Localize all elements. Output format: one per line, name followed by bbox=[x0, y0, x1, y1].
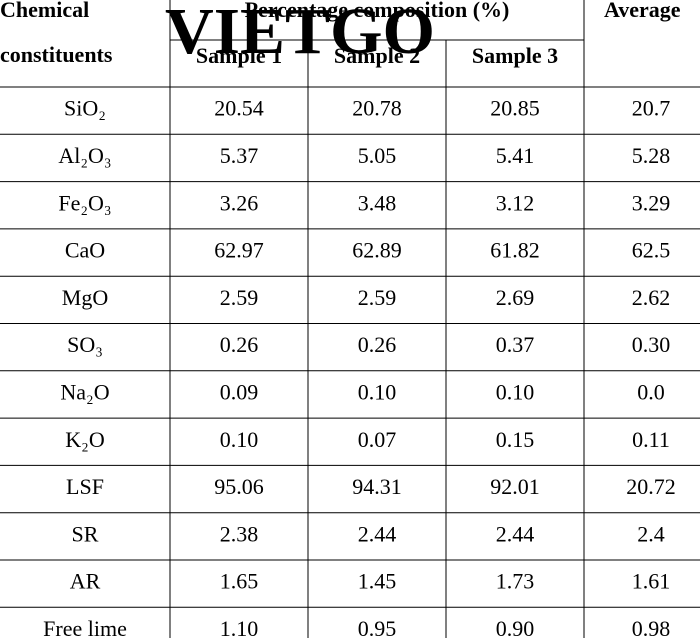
header-constituent: Chemical bbox=[0, 0, 89, 22]
value-cell: 62.89 bbox=[352, 238, 402, 263]
value-cell: 3.29 bbox=[632, 190, 671, 215]
constituent-cell: SR bbox=[72, 521, 99, 546]
value-cell: 0.26 bbox=[220, 332, 259, 357]
constituent-cell: CaO bbox=[65, 238, 105, 263]
value-cell: 20.85 bbox=[490, 96, 540, 121]
value-cell: 1.61 bbox=[632, 569, 671, 594]
value-cell: 2.59 bbox=[220, 285, 259, 310]
value-cell: 2.62 bbox=[632, 285, 671, 310]
value-cell: 92.01 bbox=[490, 474, 540, 499]
constituent-cell: SO₃ bbox=[67, 332, 103, 357]
constituent-cell: AR bbox=[70, 569, 101, 594]
value-cell: 5.41 bbox=[496, 143, 535, 168]
value-cell: 5.37 bbox=[220, 143, 259, 168]
value-cell: 0.11 bbox=[632, 427, 670, 452]
value-cell: 0.10 bbox=[358, 379, 397, 404]
value-cell: 2.44 bbox=[358, 521, 397, 546]
value-cell: 0.07 bbox=[358, 427, 397, 452]
constituent-cell: Fe₂O₃ bbox=[58, 190, 111, 215]
value-cell: 0.26 bbox=[358, 332, 397, 357]
value-cell: 20.7 bbox=[632, 96, 671, 121]
value-cell: 0.37 bbox=[496, 332, 535, 357]
value-cell: 0.90 bbox=[496, 616, 535, 638]
value-cell: 0.95 bbox=[358, 616, 397, 638]
value-cell: 0.10 bbox=[496, 379, 535, 404]
value-cell: 5.05 bbox=[358, 143, 397, 168]
header-sample: Sample 1 bbox=[196, 43, 282, 68]
value-cell: 62.5 bbox=[632, 238, 671, 263]
value-cell: 20.78 bbox=[352, 96, 402, 121]
value-cell: 5.28 bbox=[632, 143, 671, 168]
value-cell: 95.06 bbox=[214, 474, 264, 499]
header-average: Average bbox=[604, 0, 681, 22]
value-cell: 2.38 bbox=[220, 521, 259, 546]
value-cell: 1.45 bbox=[358, 569, 397, 594]
value-cell: 0.98 bbox=[632, 616, 671, 638]
value-cell: 3.12 bbox=[496, 190, 535, 215]
value-cell: 0.30 bbox=[632, 332, 671, 357]
watermark: VIETGO bbox=[165, 0, 435, 68]
header-sample: Sample 2 bbox=[334, 43, 420, 68]
value-cell: 0.10 bbox=[220, 427, 259, 452]
value-cell: 3.26 bbox=[220, 190, 259, 215]
constituent-cell: SiO₂ bbox=[64, 96, 106, 121]
table-body: SiO₂ 20.54 20.78 20.85 20.7 Al₂O₃ 5.37 5.05 5.41… bbox=[0, 86, 700, 638]
value-cell: 1.73 bbox=[496, 569, 535, 594]
constituent-cell: Free lime bbox=[43, 616, 127, 638]
constituent-cell: MgO bbox=[62, 285, 108, 310]
value-cell: 0.09 bbox=[220, 379, 259, 404]
constituent-cell: K₂O bbox=[65, 427, 104, 452]
value-cell: 0.0 bbox=[637, 379, 665, 404]
value-cell: 2.44 bbox=[496, 521, 535, 546]
value-cell: 2.69 bbox=[496, 285, 535, 310]
constituent-cell: LSF bbox=[66, 474, 104, 499]
value-cell: 20.72 bbox=[626, 474, 676, 499]
header-constituent: constituents bbox=[0, 42, 113, 67]
value-cell: 2.59 bbox=[358, 285, 397, 310]
value-cell: 20.54 bbox=[214, 96, 264, 121]
table-frame bbox=[169, 0, 585, 638]
value-cell: 94.31 bbox=[352, 474, 402, 499]
value-cell: 3.48 bbox=[358, 190, 397, 215]
value-cell: 1.65 bbox=[220, 569, 259, 594]
value-cell: 0.15 bbox=[496, 427, 535, 452]
value-cell: 61.82 bbox=[490, 238, 540, 263]
value-cell: 1.10 bbox=[220, 616, 259, 638]
constituent-cell: Al₂O₃ bbox=[58, 143, 111, 168]
value-cell: 2.4 bbox=[637, 521, 665, 546]
constituent-cell: Na₂O bbox=[60, 379, 109, 404]
value-cell: 62.97 bbox=[214, 238, 264, 263]
header-sample: Sample 3 bbox=[472, 43, 558, 68]
header-group: Percentage composition (%) bbox=[245, 0, 510, 22]
